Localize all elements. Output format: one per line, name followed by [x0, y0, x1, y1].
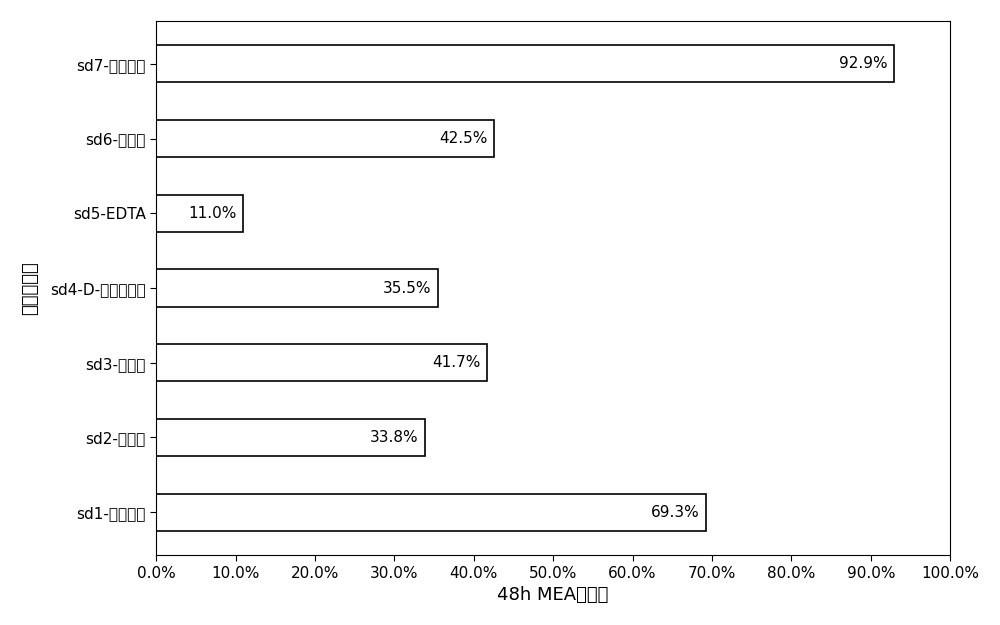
Text: 41.7%: 41.7% [433, 355, 481, 370]
Bar [156, 494, 706, 531]
X-axis label: 48h MEA存留率: 48h MEA存留率 [497, 586, 609, 604]
Bar [156, 269, 438, 307]
Bar [156, 419, 425, 456]
Text: 35.5%: 35.5% [383, 281, 432, 296]
Text: 69.3%: 69.3% [651, 505, 700, 520]
Bar [156, 120, 494, 158]
Y-axis label: 添加剂种类: 添加剂种类 [21, 261, 39, 315]
Bar [156, 344, 487, 381]
Bar [156, 194, 243, 232]
Text: 92.9%: 92.9% [839, 56, 887, 71]
Text: 42.5%: 42.5% [439, 131, 487, 146]
Bar [156, 45, 894, 82]
Text: 33.8%: 33.8% [370, 430, 418, 445]
Text: 11.0%: 11.0% [189, 206, 237, 221]
